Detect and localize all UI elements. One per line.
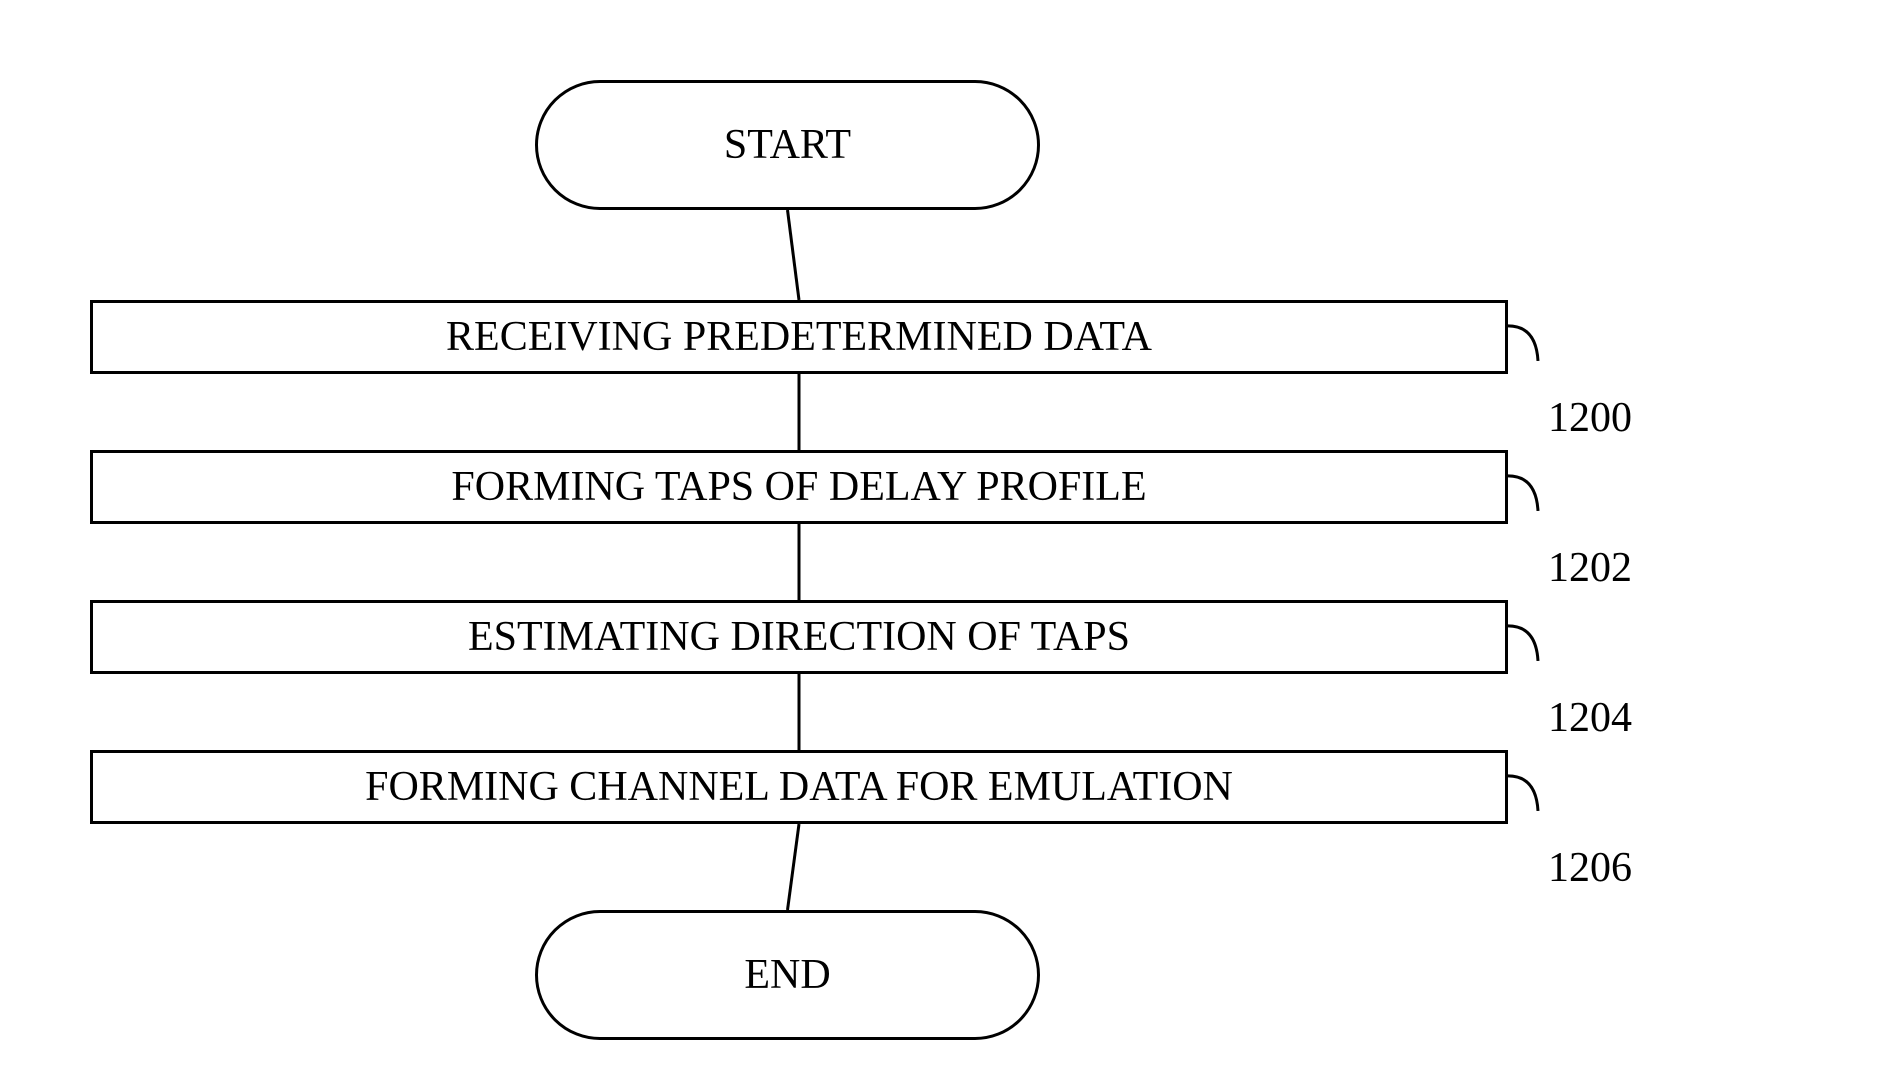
node-label-start: START (724, 121, 851, 169)
node-end: END (535, 910, 1040, 1040)
node-label-step3: ESTIMATING DIRECTION OF TAPS (468, 613, 1130, 661)
node-step3: ESTIMATING DIRECTION OF TAPS (90, 600, 1508, 674)
flowchart-canvas: START RECEIVING PREDETERMINED DATA 1200 FOR… (0, 0, 1877, 1080)
ref-label-step3: 1204 (1548, 694, 1632, 742)
node-label-step1: RECEIVING PREDETERMINED DATA (446, 313, 1152, 361)
node-step1: RECEIVING PREDETERMINED DATA (90, 300, 1508, 374)
edge-step4-end (788, 824, 800, 910)
edge-start-step1 (788, 210, 800, 300)
ref-label-step2: 1202 (1548, 544, 1632, 592)
node-label-end: END (744, 951, 830, 999)
node-step4: FORMING CHANNEL DATA FOR EMULATION (90, 750, 1508, 824)
ref-label-step4: 1206 (1548, 844, 1632, 892)
node-step2: FORMING TAPS OF DELAY PROFILE (90, 450, 1508, 524)
node-start: START (535, 80, 1040, 210)
callout-step4 (1508, 776, 1538, 811)
callout-step2 (1508, 476, 1538, 511)
ref-label-step1: 1200 (1548, 394, 1632, 442)
callout-step1 (1508, 326, 1538, 361)
node-label-step4: FORMING CHANNEL DATA FOR EMULATION (365, 763, 1233, 811)
callout-step3 (1508, 626, 1538, 661)
node-label-step2: FORMING TAPS OF DELAY PROFILE (451, 463, 1146, 511)
